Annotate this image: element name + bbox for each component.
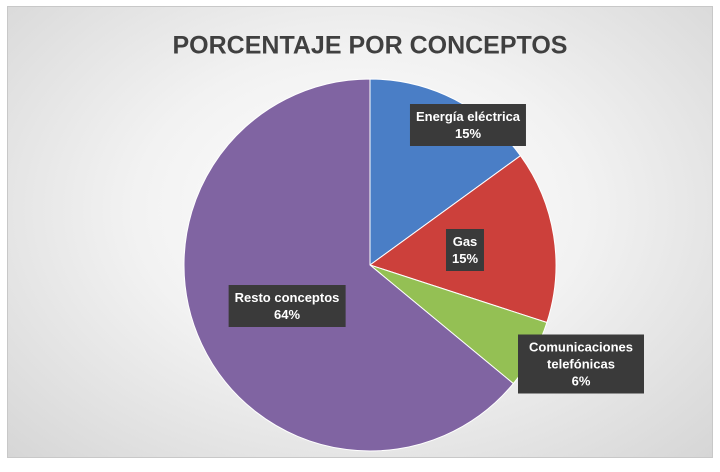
data-label: Resto conceptos 64% — [228, 285, 346, 327]
label-category: Energía eléctrica — [415, 109, 521, 124]
label-category: Comunicaciones telefónicas — [528, 339, 634, 372]
label-value: 6% — [571, 373, 591, 389]
label-value: 64% — [273, 307, 301, 322]
chart: PORCENTAJE POR CONCEPTOS Energía eléctri… — [7, 6, 713, 458]
data-label: Energía eléctrica 15% — [409, 104, 527, 146]
pie-slice — [183, 78, 515, 452]
data-label: Comunicaciones telefónicas 6% — [518, 334, 644, 394]
label-value: 15% — [451, 251, 479, 266]
label-value: 15% — [454, 126, 482, 141]
label-category: Resto conceptos — [234, 290, 340, 305]
data-label: Gas 15% — [445, 229, 485, 271]
chart-title: PORCENTAJE POR CONCEPTOS — [173, 32, 568, 60]
label-category: Gas — [452, 234, 478, 249]
